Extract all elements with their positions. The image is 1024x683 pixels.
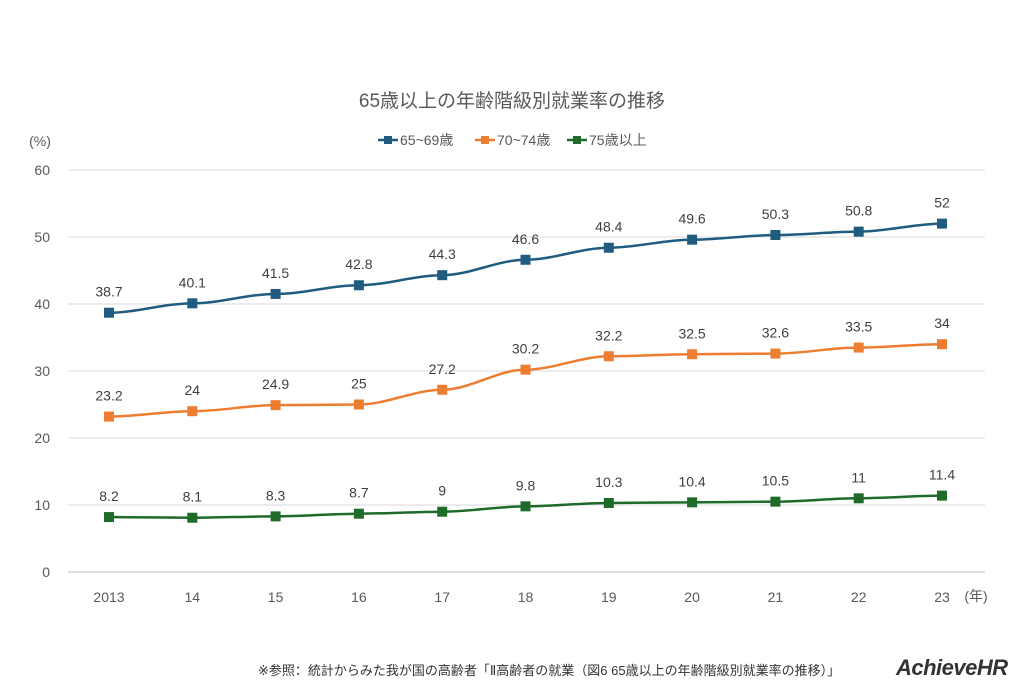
y-tick-label: 50 bbox=[34, 229, 50, 245]
data-point bbox=[187, 406, 198, 417]
data-point bbox=[770, 496, 781, 507]
legend-marker bbox=[573, 136, 581, 144]
data-label: 50.3 bbox=[762, 206, 789, 222]
data-point bbox=[853, 493, 864, 504]
data-point bbox=[603, 242, 614, 253]
data-point bbox=[187, 512, 198, 523]
data-point bbox=[437, 270, 448, 281]
y-axis-label: (%) bbox=[29, 133, 51, 149]
x-tick-label: 18 bbox=[518, 589, 534, 605]
data-label: 41.5 bbox=[262, 265, 289, 281]
data-point bbox=[437, 384, 448, 395]
legend-label: 75歳以上 bbox=[589, 132, 647, 148]
data-label: 10.4 bbox=[678, 473, 705, 489]
data-label: 32.5 bbox=[678, 325, 705, 341]
data-label: 9 bbox=[438, 483, 446, 499]
data-point bbox=[353, 508, 364, 519]
legend-marker bbox=[481, 136, 489, 144]
x-tick-label: 2013 bbox=[93, 589, 124, 605]
x-tick-label: 19 bbox=[601, 589, 617, 605]
data-point bbox=[937, 490, 947, 501]
data-point bbox=[937, 339, 947, 350]
data-label: 42.8 bbox=[345, 256, 372, 272]
data-label: 27.2 bbox=[429, 361, 456, 377]
data-label: 11 bbox=[851, 469, 866, 485]
data-point bbox=[437, 506, 448, 517]
data-point bbox=[104, 307, 114, 318]
data-label: 30.2 bbox=[512, 341, 539, 357]
data-label: 11.4 bbox=[929, 467, 955, 483]
legend-marker bbox=[384, 136, 392, 144]
data-point bbox=[353, 280, 364, 291]
x-tick-label: 17 bbox=[434, 589, 450, 605]
x-tick-label: 20 bbox=[684, 589, 700, 605]
y-tick-label: 0 bbox=[42, 564, 50, 580]
achievehr-logo: AchieveHR bbox=[896, 655, 1008, 680]
data-label: 8.7 bbox=[349, 485, 369, 501]
source-note: ※参照：統計からみた我が国の高齢者「Ⅱ高齢者の就業（図6 65歳以上の年齢階級別… bbox=[258, 663, 841, 678]
data-label: 34 bbox=[934, 315, 950, 331]
data-point bbox=[687, 497, 698, 508]
data-point bbox=[603, 497, 614, 508]
x-tick-label: 23 bbox=[934, 589, 950, 605]
data-label: 40.1 bbox=[179, 274, 206, 290]
data-point bbox=[603, 351, 614, 362]
data-point bbox=[770, 229, 781, 240]
data-label: 23.2 bbox=[95, 388, 122, 404]
legend-label: 65~69歳 bbox=[400, 132, 453, 148]
data-label: 33.5 bbox=[845, 319, 872, 335]
data-label: 8.1 bbox=[183, 489, 203, 505]
legend-label: 70~74歳 bbox=[497, 132, 550, 148]
x-axis-label: (年) bbox=[964, 588, 987, 604]
data-point bbox=[353, 399, 364, 410]
data-label: 24.9 bbox=[262, 376, 289, 392]
data-label: 25 bbox=[351, 376, 367, 392]
data-point bbox=[770, 348, 781, 359]
x-tick-label: 21 bbox=[768, 589, 784, 605]
data-point bbox=[520, 501, 531, 512]
data-label: 9.8 bbox=[516, 477, 536, 493]
data-label: 8.2 bbox=[99, 488, 119, 504]
data-label: 8.3 bbox=[266, 487, 286, 503]
data-point bbox=[187, 298, 198, 309]
data-point bbox=[687, 234, 698, 245]
x-tick-label: 15 bbox=[268, 589, 284, 605]
data-label: 52 bbox=[934, 195, 950, 211]
x-tick-label: 14 bbox=[185, 589, 201, 605]
data-label: 50.8 bbox=[845, 203, 872, 219]
y-tick-label: 60 bbox=[34, 162, 50, 178]
data-label: 32.2 bbox=[595, 327, 622, 343]
y-tick-label: 20 bbox=[34, 430, 50, 446]
x-tick-label: 22 bbox=[851, 589, 867, 605]
data-label: 10.3 bbox=[595, 474, 622, 490]
data-label: 49.6 bbox=[678, 211, 705, 227]
x-tick-label: 16 bbox=[351, 589, 367, 605]
data-label: 24 bbox=[185, 382, 201, 398]
data-point bbox=[520, 254, 531, 265]
data-label: 38.7 bbox=[95, 284, 122, 300]
data-label: 46.6 bbox=[512, 231, 539, 247]
data-point bbox=[104, 411, 114, 422]
data-point bbox=[270, 400, 281, 411]
data-point bbox=[270, 511, 281, 522]
data-point bbox=[853, 342, 864, 353]
y-tick-label: 40 bbox=[34, 296, 50, 312]
y-tick-label: 10 bbox=[34, 497, 50, 513]
data-label: 48.4 bbox=[595, 219, 622, 235]
data-point bbox=[104, 512, 114, 523]
data-point bbox=[937, 218, 947, 229]
chart-title: 65歳以上の年齢階級別就業率の推移 bbox=[359, 90, 665, 112]
data-point bbox=[520, 364, 531, 375]
data-point bbox=[687, 349, 698, 360]
data-label: 44.3 bbox=[429, 246, 456, 262]
data-label: 32.6 bbox=[762, 325, 789, 341]
data-point bbox=[853, 226, 864, 237]
data-point bbox=[270, 288, 281, 299]
data-label: 10.5 bbox=[762, 473, 789, 489]
y-tick-label: 30 bbox=[34, 363, 50, 379]
